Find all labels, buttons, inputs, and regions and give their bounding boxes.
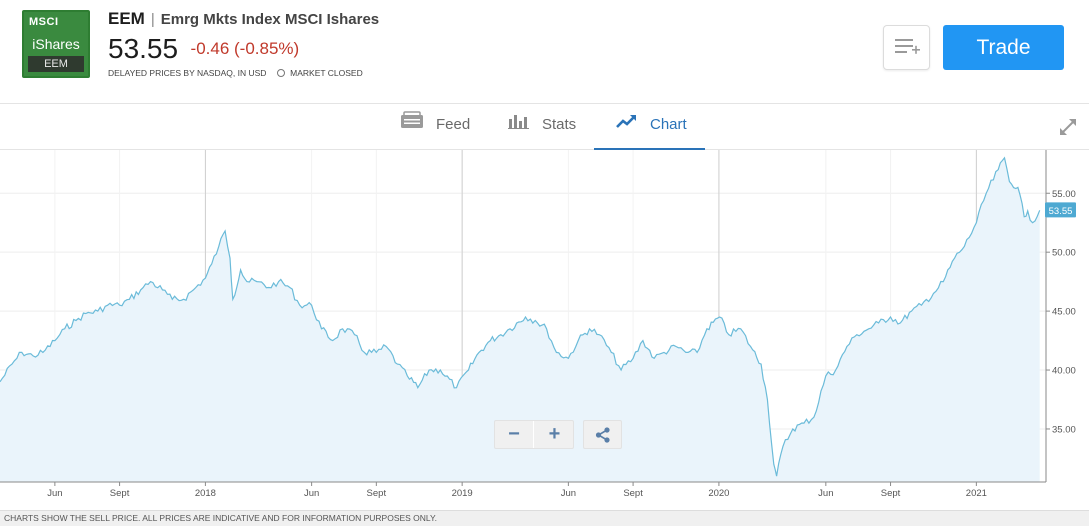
add-to-watchlist-button[interactable] xyxy=(883,25,930,70)
list-add-icon xyxy=(895,39,920,54)
ticker-symbol: EEM xyxy=(108,9,145,28)
price-line: 53.55 -0.46 (-0.85%) xyxy=(108,33,299,65)
y-tick-label: 55.00 xyxy=(1052,189,1076,200)
delay-note-line: DELAYED PRICES BY NASDAQ, IN USD MARKET … xyxy=(108,68,363,78)
instrument-name: Emrg Mkts Index MSCI Ishares xyxy=(160,11,380,28)
tab-stats-label: Stats xyxy=(542,116,577,133)
y-tick-label: 45.00 xyxy=(1052,307,1076,318)
price-area-fill xyxy=(0,157,1040,482)
x-tick-label: Jun xyxy=(304,488,319,499)
x-tick-label: 2020 xyxy=(708,488,729,499)
x-tick-label: Sept xyxy=(623,488,643,499)
market-status: MARKET CLOSED xyxy=(290,68,363,78)
zoom-in-button[interactable]: + xyxy=(548,423,561,445)
trade-button[interactable]: Trade xyxy=(943,25,1064,70)
disclaimer-footer: CHARTS SHOW THE SELL PRICE. ALL PRICES A… xyxy=(0,510,1089,526)
x-tick-label: Sept xyxy=(367,488,387,499)
x-tick-label: Sept xyxy=(110,488,130,499)
expand-icon[interactable] xyxy=(1058,117,1078,142)
share-icon xyxy=(595,427,610,443)
instrument-title: EEM | Emrg Mkts Index MSCI Ishares xyxy=(108,9,379,29)
zoom-controls: − + xyxy=(494,420,574,449)
tab-chart-label: Chart xyxy=(650,116,687,133)
last-price-badge xyxy=(1045,202,1076,218)
title-separator: | xyxy=(150,11,155,28)
instrument-header: MSCI iShares EEM EEM | Emrg Mkts Index MSC… xyxy=(0,0,1089,104)
delay-note: DELAYED PRICES BY NASDAQ, IN USD xyxy=(108,68,267,78)
price-change: -0.46 (-0.85%) xyxy=(190,39,300,58)
x-tick-label: Jun xyxy=(47,488,62,499)
x-tick-label: 2021 xyxy=(966,488,987,499)
x-tick-label: 2018 xyxy=(195,488,216,499)
logo-brand-main: iShares xyxy=(32,36,80,52)
x-tick-label: Jun xyxy=(818,488,833,499)
tab-feed[interactable]: Feed xyxy=(400,104,470,150)
logo-ticker: EEM xyxy=(28,56,84,72)
instrument-logo: MSCI iShares EEM xyxy=(22,10,90,78)
last-price-label: 53.55 xyxy=(1049,206,1073,217)
zoom-out-button[interactable]: − xyxy=(495,421,534,448)
x-tick-label: Sept xyxy=(881,488,901,499)
price-chart[interactable]: 35.00 40.00 45.00 50.00 55.00 Jun Sept 2018 Jun S… xyxy=(0,150,1089,510)
y-tick-label: 50.00 xyxy=(1052,248,1076,259)
y-tick-label: 40.00 xyxy=(1052,366,1076,377)
x-tick-label: Jun xyxy=(561,488,576,499)
tab-feed-label: Feed xyxy=(436,116,471,133)
line-chart-icon xyxy=(616,104,638,146)
y-tick-label: 35.00 xyxy=(1052,424,1076,435)
tab-stats[interactable]: Stats xyxy=(508,104,576,150)
price-line-series xyxy=(0,156,1041,477)
share-button[interactable] xyxy=(583,420,622,449)
x-tick-label: 2019 xyxy=(452,488,473,499)
price-chart-area[interactable]: 35.00 40.00 45.00 50.00 55.00 Jun Sept 2018 Jun S… xyxy=(0,150,1089,510)
tab-bar: Feed Stats Chart xyxy=(0,104,1089,150)
bar-chart-icon xyxy=(508,104,530,146)
tab-chart[interactable]: Chart xyxy=(594,104,705,150)
current-price: 53.55 xyxy=(108,33,179,64)
logo-brand-top: MSCI xyxy=(29,16,59,28)
feed-icon xyxy=(400,104,424,146)
clock-icon xyxy=(276,69,285,77)
